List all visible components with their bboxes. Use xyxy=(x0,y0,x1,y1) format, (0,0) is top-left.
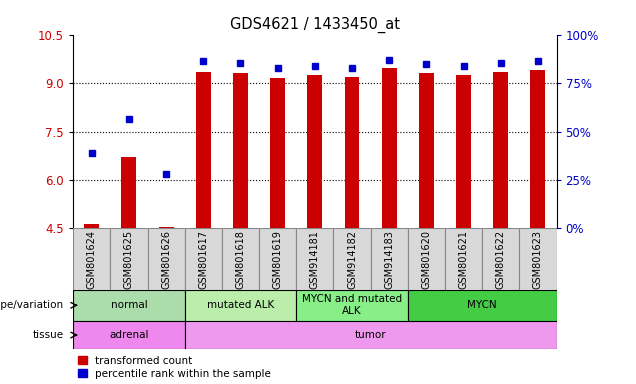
Bar xyxy=(148,228,184,290)
Bar xyxy=(184,321,556,349)
Text: GSM801626: GSM801626 xyxy=(161,230,171,289)
Text: GSM914182: GSM914182 xyxy=(347,230,357,289)
Bar xyxy=(73,321,184,349)
Bar xyxy=(222,228,259,290)
Bar xyxy=(296,228,333,290)
Bar xyxy=(333,228,371,290)
Text: genotype/variation: genotype/variation xyxy=(0,300,64,310)
Text: GSM914183: GSM914183 xyxy=(384,230,394,289)
Title: GDS4621 / 1433450_at: GDS4621 / 1433450_at xyxy=(230,17,400,33)
Bar xyxy=(345,76,359,228)
Bar xyxy=(520,228,556,290)
Text: GSM914181: GSM914181 xyxy=(310,230,320,289)
Bar xyxy=(482,228,520,290)
Text: normal: normal xyxy=(111,300,148,310)
Bar xyxy=(121,157,136,228)
Text: GSM801624: GSM801624 xyxy=(86,230,97,289)
Text: mutated ALK: mutated ALK xyxy=(207,300,274,310)
Bar xyxy=(371,228,408,290)
Bar xyxy=(307,75,322,228)
Bar xyxy=(270,78,285,228)
Text: GSM801623: GSM801623 xyxy=(533,230,543,289)
Bar xyxy=(408,290,556,321)
Text: GSM801619: GSM801619 xyxy=(273,230,282,289)
Text: GSM801617: GSM801617 xyxy=(198,230,208,289)
Bar xyxy=(419,73,434,228)
Text: GSM801620: GSM801620 xyxy=(422,230,431,289)
Bar xyxy=(408,228,445,290)
Bar xyxy=(296,290,408,321)
Bar xyxy=(110,228,148,290)
Text: tissue: tissue xyxy=(32,330,64,340)
Bar xyxy=(259,228,296,290)
Bar xyxy=(158,227,174,228)
Bar xyxy=(85,223,99,228)
Bar xyxy=(196,72,211,228)
Text: MYCN: MYCN xyxy=(467,300,497,310)
Bar xyxy=(494,72,508,228)
Text: GSM801621: GSM801621 xyxy=(459,230,469,289)
Bar xyxy=(382,68,397,228)
Bar xyxy=(233,73,248,228)
Bar xyxy=(456,75,471,228)
Bar xyxy=(73,290,184,321)
Bar xyxy=(184,228,222,290)
Text: MYCN and mutated
ALK: MYCN and mutated ALK xyxy=(302,295,402,316)
Bar xyxy=(73,228,110,290)
Bar xyxy=(445,228,482,290)
Text: GSM801618: GSM801618 xyxy=(235,230,245,289)
Text: tumor: tumor xyxy=(355,330,387,340)
Bar xyxy=(530,70,545,228)
Legend: transformed count, percentile rank within the sample: transformed count, percentile rank withi… xyxy=(78,356,271,379)
Text: GSM801625: GSM801625 xyxy=(124,230,134,290)
Text: adrenal: adrenal xyxy=(109,330,149,340)
Bar xyxy=(184,290,296,321)
Text: GSM801622: GSM801622 xyxy=(495,230,506,290)
